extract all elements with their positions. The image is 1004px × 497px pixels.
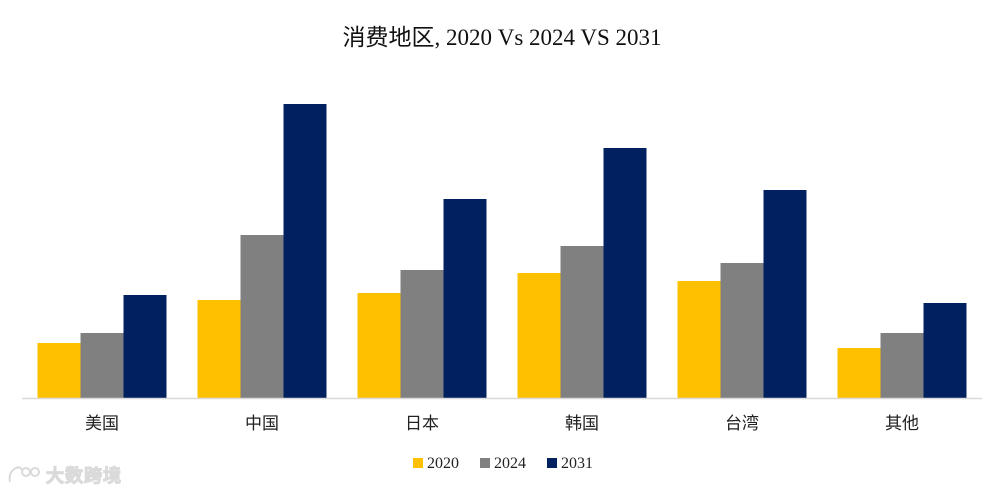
bar-2020-1 (197, 300, 241, 398)
bar-2024-0 (80, 333, 124, 398)
bar-2024-2 (400, 270, 444, 398)
watermark-text: 大数跨境 (46, 466, 122, 488)
bar-2024-3 (560, 246, 604, 398)
legend-label-2024: 2024 (494, 455, 526, 472)
x-tick-labels: 美国 中国 日本 韩国 台湾 其他 (85, 414, 919, 434)
bar-2031-3 (603, 148, 647, 398)
bar-2031-4 (763, 190, 807, 398)
bars-group (37, 104, 967, 398)
legend: 2020 2024 2031 (413, 455, 593, 472)
bar-2024-1 (240, 235, 284, 398)
legend-label-2031: 2031 (561, 455, 593, 472)
bar-2031-5 (923, 303, 967, 398)
bar-2031-1 (283, 104, 327, 398)
watermark: 大数跨境 (6, 462, 122, 488)
x-tick-label: 其他 (885, 414, 919, 434)
legend-label-2020: 2020 (427, 455, 459, 472)
chart-title: 消费地区, 2020 Vs 2024 VS 2031 (342, 25, 662, 50)
x-tick-label: 美国 (85, 414, 119, 434)
bar-2020-5 (837, 348, 881, 398)
x-tick-label: 台湾 (725, 414, 759, 434)
x-tick-label: 中国 (245, 414, 279, 434)
legend-swatch-2031 (547, 458, 557, 468)
legend-swatch-2020 (413, 458, 423, 468)
bar-2024-4 (720, 263, 764, 398)
bar-2031-2 (443, 199, 487, 398)
logo-icon (8, 466, 40, 483)
legend-swatch-2024 (480, 458, 490, 468)
bar-2020-3 (517, 273, 561, 398)
x-tick-label: 韩国 (565, 414, 599, 434)
bar-2020-4 (677, 281, 721, 398)
bar-2020-2 (357, 293, 401, 398)
x-tick-label: 日本 (405, 414, 439, 434)
bar-2031-0 (123, 295, 167, 398)
bar-2020-0 (37, 343, 81, 398)
bar-2024-5 (880, 333, 924, 398)
